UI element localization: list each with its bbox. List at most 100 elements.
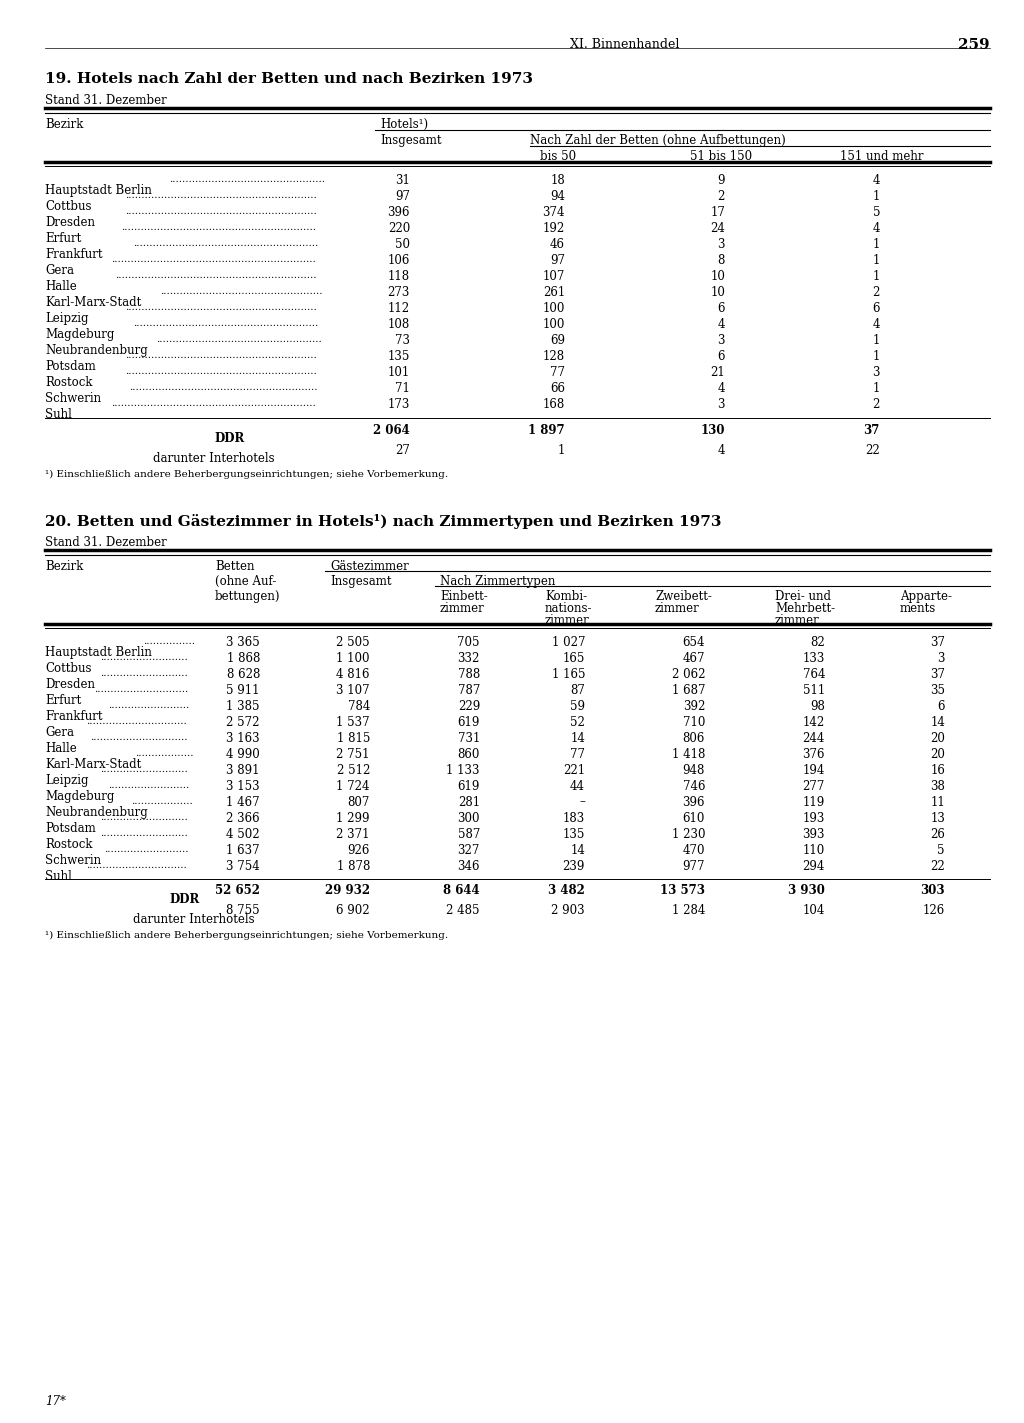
Text: 22: 22 [930,859,945,872]
Text: 14: 14 [570,844,585,857]
Text: 9: 9 [718,174,725,186]
Text: 26: 26 [930,828,945,841]
Text: 2 371: 2 371 [337,828,370,841]
Text: Leipzig: Leipzig [45,774,88,787]
Text: Bezirk: Bezirk [45,118,83,131]
Text: .........................: ......................... [109,702,189,710]
Text: 100: 100 [543,302,565,314]
Text: 511: 511 [803,683,825,696]
Text: 168: 168 [543,397,565,410]
Text: 151 und mehr: 151 und mehr [840,149,924,164]
Text: 239: 239 [562,859,585,872]
Text: 220: 220 [388,222,410,235]
Text: 59: 59 [570,700,585,713]
Text: 1 027: 1 027 [552,636,585,649]
Text: 18: 18 [550,174,565,186]
Text: Zweibett-: Zweibett- [655,591,712,603]
Text: 4: 4 [872,222,880,235]
Text: 1 878: 1 878 [337,859,370,872]
Text: DDR: DDR [170,894,200,906]
Text: ................: ................ [143,638,195,646]
Text: 8 628: 8 628 [226,667,260,680]
Text: .........................................................: ........................................… [133,320,318,329]
Text: 50: 50 [395,238,410,250]
Text: ...............................................................: ........................................… [111,400,315,408]
Text: 396: 396 [387,205,410,219]
Text: 44: 44 [570,780,585,793]
Text: Rostock: Rostock [45,838,92,851]
Text: 1: 1 [872,253,880,266]
Text: 135: 135 [562,828,585,841]
Text: 82: 82 [810,636,825,649]
Text: ..............................: .............................. [90,733,187,743]
Text: .........................................................: ........................................… [133,239,318,249]
Text: 1 230: 1 230 [672,828,705,841]
Text: 261: 261 [543,286,565,299]
Text: 100: 100 [543,317,565,330]
Text: 4: 4 [718,444,725,457]
Text: 6: 6 [938,700,945,713]
Text: 300: 300 [458,811,480,824]
Text: 281: 281 [458,795,480,808]
Text: Frankfurt: Frankfurt [45,248,102,260]
Text: ...........................................................: ........................................… [125,351,316,360]
Text: ...............................: ............................... [86,717,186,727]
Text: ...........................................................: ........................................… [125,208,316,216]
Text: ...................: ................... [131,797,193,807]
Text: XI. Binnenhandel: XI. Binnenhandel [570,38,679,51]
Text: 1 100: 1 100 [337,652,370,665]
Text: ...........................: ........................... [100,653,187,663]
Text: ...............................................................: ........................................… [111,256,315,265]
Text: 8: 8 [718,253,725,266]
Text: 3: 3 [718,333,725,346]
Text: 98: 98 [810,700,825,713]
Text: Gera: Gera [45,265,74,277]
Text: 16: 16 [930,764,945,777]
Text: ...............................: ............................... [86,861,186,871]
Text: 393: 393 [803,828,825,841]
Text: Drei- und: Drei- und [775,591,831,603]
Text: 2 485: 2 485 [446,905,480,918]
Text: 38: 38 [930,780,945,793]
Text: 142: 142 [803,716,825,729]
Text: Erfurt: Erfurt [45,694,81,707]
Text: 10: 10 [710,286,725,299]
Text: 4: 4 [718,381,725,394]
Text: 2 064: 2 064 [374,424,410,437]
Text: 73: 73 [395,333,410,346]
Text: 221: 221 [563,764,585,777]
Text: DDR: DDR [215,433,245,445]
Text: 467: 467 [683,652,705,665]
Text: 8 644: 8 644 [443,885,480,898]
Text: 14: 14 [570,731,585,744]
Text: zimmer: zimmer [655,602,699,615]
Text: ...........................: ........................... [100,830,187,838]
Text: 346: 346 [458,859,480,872]
Text: 2 366: 2 366 [226,811,260,824]
Text: 610: 610 [683,811,705,824]
Text: Gera: Gera [45,726,74,739]
Text: 3 107: 3 107 [336,683,370,696]
Text: 3: 3 [872,366,880,379]
Text: 3: 3 [718,238,725,250]
Text: 130: 130 [700,424,725,437]
Text: 194: 194 [803,764,825,777]
Text: 1: 1 [872,350,880,363]
Text: 784: 784 [347,700,370,713]
Text: Mehrbett-: Mehrbett- [775,602,836,615]
Text: ..........................................................: ........................................… [129,384,317,393]
Text: 14: 14 [930,716,945,729]
Text: 11: 11 [930,795,945,808]
Text: 1 418: 1 418 [672,747,705,760]
Text: Karl-Marx-Stadt: Karl-Marx-Stadt [45,758,141,771]
Text: 619: 619 [458,780,480,793]
Text: 392: 392 [683,700,705,713]
Text: 2 751: 2 751 [337,747,370,760]
Text: 1 868: 1 868 [226,652,260,665]
Text: 4: 4 [718,317,725,330]
Text: bettungen): bettungen) [215,591,281,603]
Text: Suhl: Suhl [45,869,72,884]
Text: 259: 259 [958,38,990,53]
Text: 1 467: 1 467 [226,795,260,808]
Text: 1: 1 [872,381,880,394]
